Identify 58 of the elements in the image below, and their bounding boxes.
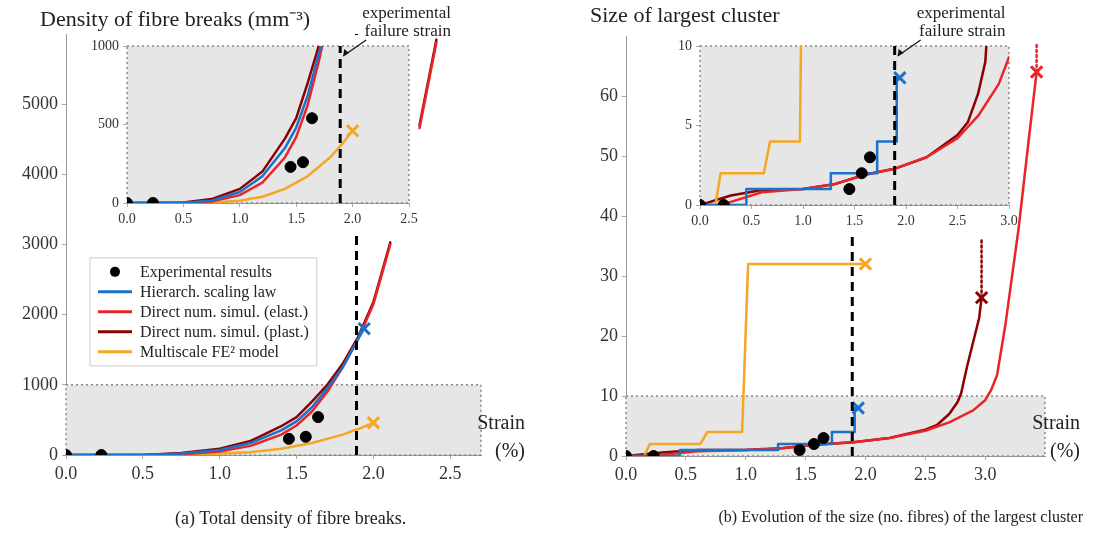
- annotation: experimental failure strain: [362, 3, 452, 40]
- y-tick-label: 2000: [22, 303, 58, 324]
- y-tick-label: 5000: [22, 92, 58, 113]
- x-tick-label: 2.0: [343, 211, 362, 227]
- text: (a) Total density of fibre breaks.: [175, 508, 407, 529]
- x-tick-label: 1.5: [287, 211, 305, 227]
- x-tick-label: 0.5: [674, 463, 698, 484]
- y-tick-label: 0: [609, 444, 618, 465]
- text: (b) Evolution of the size (no. fibres) of the largest cluster: [718, 508, 1083, 526]
- y-tick-label: 0: [49, 443, 58, 464]
- legend-label: Hierarch. scaling law: [140, 283, 277, 302]
- y-tick-label: 0: [112, 194, 119, 210]
- x-tick-label: 2.0: [897, 213, 915, 229]
- x-tick-label: 3.0: [973, 463, 997, 484]
- y-axis-title: Size of largest cluster: [590, 2, 780, 28]
- y-tick-label: 60: [600, 84, 618, 105]
- y-tick-label: 5: [685, 117, 692, 133]
- x-tick-label: 2.5: [948, 213, 967, 229]
- x-tick-label: 2.0: [854, 463, 877, 484]
- y-tick-label: 10: [600, 384, 618, 405]
- x-tick-label: 0.5: [742, 213, 761, 229]
- x-tick-label: 1.5: [845, 213, 864, 229]
- x-tick-label: 2.0: [362, 462, 385, 483]
- legend-label: Multiscale FE² model: [140, 343, 280, 361]
- x-axis-title: Strain (%): [476, 410, 525, 464]
- y-tick-label: 20: [600, 324, 618, 345]
- x-tick-label: 1.0: [734, 463, 757, 484]
- x-tick-label: 2.5: [400, 211, 418, 227]
- y-tick-label: 1000: [22, 373, 58, 394]
- x-tick-label: 2.5: [914, 463, 937, 484]
- legend-label: Direct num. simul. (plast.): [140, 323, 309, 342]
- x-tick-label: 2.5: [439, 462, 462, 483]
- y-axis-title: Density of fibre breaks (mm⁻³): [40, 5, 311, 32]
- y-tick-label: 0: [685, 196, 692, 212]
- y-tick-label: 3000: [22, 233, 58, 254]
- x-tick-label: 1.0: [231, 211, 249, 227]
- x-tick-label: 1.0: [794, 213, 812, 229]
- x-tick-label: 3.0: [1000, 213, 1018, 229]
- legend-label: Direct num. simul. (elast.): [140, 303, 308, 322]
- x-tick-label: 0.0: [614, 463, 638, 484]
- y-tick-label: 500: [98, 116, 119, 132]
- x-axis-title: Strain (%): [1031, 410, 1080, 464]
- y-tick-label: 1000: [91, 37, 119, 53]
- x-tick-label: 0.5: [174, 211, 193, 227]
- x-tick-label: 1.0: [208, 462, 231, 483]
- x-tick-label: 1.5: [794, 463, 817, 484]
- legend-label: Experimental results: [140, 263, 272, 282]
- x-tick-label: 0.0: [54, 462, 78, 483]
- y-tick-label: 30: [600, 264, 618, 285]
- x-tick-label: 0.0: [691, 213, 709, 229]
- y-tick-label: 50: [600, 144, 618, 165]
- y-tick-label: 40: [600, 204, 618, 225]
- x-tick-label: 1.5: [285, 462, 308, 483]
- x-tick-label: 0.5: [131, 462, 155, 483]
- annotation: experimental failure strain: [916, 3, 1006, 40]
- y-tick-label: 10: [678, 37, 692, 53]
- y-tick-label: 4000: [22, 163, 58, 184]
- x-tick-label: 0.0: [118, 211, 136, 227]
